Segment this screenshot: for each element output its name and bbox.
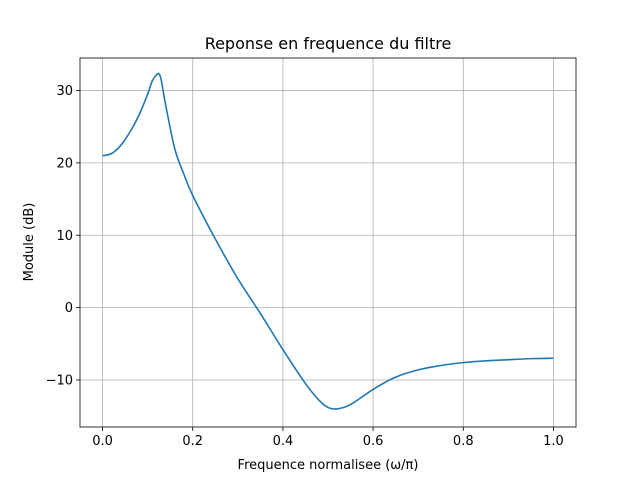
x-tick-label: 0.8 xyxy=(453,434,474,449)
x-tick-label: 0.4 xyxy=(273,434,294,449)
series-line xyxy=(102,72,554,410)
plot-frame xyxy=(79,57,577,428)
y-tick-label: 0 xyxy=(65,301,73,316)
y-tick-label: 30 xyxy=(56,84,73,99)
y-tick-label: 20 xyxy=(56,156,73,171)
y-tick-label: −10 xyxy=(46,373,73,388)
grid-lines xyxy=(80,58,576,427)
x-tick-label: 1.0 xyxy=(543,434,564,449)
x-tick-label: 0.6 xyxy=(363,434,384,449)
chart-title: Reponse en frequence du filtre xyxy=(205,34,452,53)
x-tick-label: 0.0 xyxy=(92,434,113,449)
ticks: 0.0 0.2 0.4 0.6 0.8 1.0 −10 0 10 20 30 xyxy=(46,84,564,449)
series-layer xyxy=(102,72,554,410)
x-axis-label: Frequence normalisee (ω/π) xyxy=(238,458,419,473)
x-tick-label: 0.2 xyxy=(182,434,203,449)
y-tick-label: 10 xyxy=(56,229,73,244)
y-axis-label: Module (dB) xyxy=(22,203,37,282)
